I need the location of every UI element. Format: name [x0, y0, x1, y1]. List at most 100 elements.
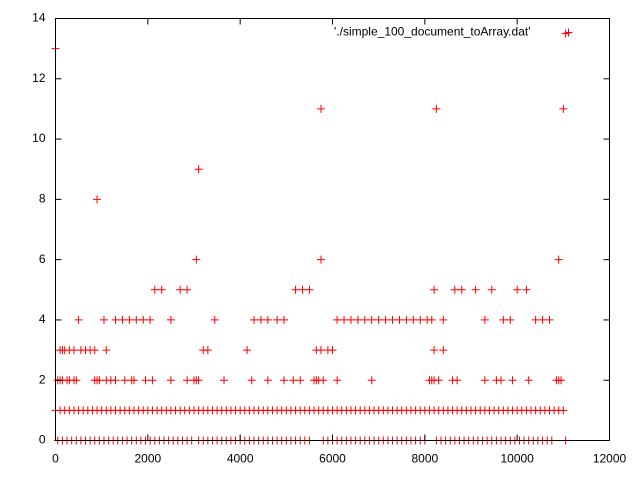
data-point: [289, 376, 298, 385]
data-point: [146, 315, 155, 324]
data-point: [427, 315, 436, 324]
data-point: [256, 315, 265, 324]
data-point: [305, 285, 314, 294]
data-point: [72, 376, 81, 385]
data-point: [166, 376, 175, 385]
data-point: [111, 315, 120, 324]
data-point: [374, 315, 383, 324]
data-point: [506, 315, 515, 324]
data-point: [132, 315, 141, 324]
data-point: [194, 376, 203, 385]
data-point: [316, 255, 325, 264]
data-point: [430, 346, 439, 355]
y-tick-label: 14: [32, 11, 46, 25]
data-point: [402, 315, 411, 324]
data-point: [439, 315, 448, 324]
y-tick-label: 6: [39, 252, 46, 266]
data-point: [90, 346, 99, 355]
data-point: [120, 376, 129, 385]
data-point: [125, 315, 134, 324]
data-point: [559, 104, 568, 113]
legend-marker: [564, 28, 573, 37]
data-point: [157, 285, 166, 294]
x-tick-label: 4000: [227, 452, 254, 466]
data-point: [381, 315, 390, 324]
data-point: [139, 315, 148, 324]
data-point: [118, 315, 127, 324]
data-point: [439, 346, 448, 355]
data-point: [450, 285, 459, 294]
x-tick-label: 12000: [593, 452, 627, 466]
data-point: [538, 315, 547, 324]
data-point: [499, 315, 508, 324]
data-point: [480, 315, 489, 324]
data-point: [554, 255, 563, 264]
x-tick-label: 8000: [411, 452, 438, 466]
y-tick-label: 12: [32, 71, 46, 85]
data-point: [471, 285, 480, 294]
data-point: [487, 285, 496, 294]
data-point: [497, 376, 506, 385]
data-point: [166, 315, 175, 324]
plot-area: [51, 29, 570, 445]
data-point: [333, 376, 342, 385]
data-point: [298, 285, 307, 294]
data-point: [99, 315, 108, 324]
data-point: [480, 376, 489, 385]
x-tick-label: 0: [52, 452, 59, 466]
data-point: [93, 195, 102, 204]
data-point: [524, 376, 533, 385]
data-point: [280, 376, 289, 385]
data-point: [559, 406, 568, 415]
data-point: [453, 376, 462, 385]
data-point: [150, 285, 159, 294]
data-point: [203, 346, 212, 355]
data-point: [522, 285, 531, 294]
data-point: [430, 285, 439, 294]
data-point: [296, 376, 305, 385]
data-point: [273, 315, 282, 324]
x-tick-label: 6000: [319, 452, 346, 466]
data-point: [250, 315, 259, 324]
data-point: [316, 346, 325, 355]
data-point: [183, 376, 192, 385]
data-point: [340, 315, 349, 324]
data-point: [210, 315, 219, 324]
data-point: [102, 346, 111, 355]
data-point: [243, 346, 252, 355]
data-point: [346, 315, 355, 324]
data-point: [333, 315, 342, 324]
y-tick-label: 8: [39, 192, 46, 206]
data-point: [367, 315, 376, 324]
data-point: [280, 315, 289, 324]
data-point: [263, 315, 272, 324]
data-point: [111, 376, 120, 385]
data-point: [353, 315, 362, 324]
y-tick-label: 0: [39, 433, 46, 447]
data-point: [513, 285, 522, 294]
data-point: [409, 315, 418, 324]
data-point: [263, 376, 272, 385]
data-point: [457, 285, 466, 294]
data-point: [129, 376, 138, 385]
data-point: [95, 376, 104, 385]
data-point: [328, 346, 337, 355]
data-point: [416, 315, 425, 324]
y-tick-label: 2: [39, 372, 46, 386]
data-point: [316, 104, 325, 113]
legend-label: './simple_100_document_toArray.dat': [334, 25, 530, 39]
data-point: [531, 315, 540, 324]
data-point: [141, 376, 150, 385]
data-point: [176, 285, 185, 294]
data-point: [291, 285, 300, 294]
data-point: [319, 376, 328, 385]
data-point: [360, 315, 369, 324]
data-point: [148, 376, 157, 385]
data-point: [69, 346, 78, 355]
data-point: [183, 285, 192, 294]
x-tick-label: 10000: [500, 452, 534, 466]
data-point: [247, 376, 256, 385]
data-point: [434, 376, 443, 385]
